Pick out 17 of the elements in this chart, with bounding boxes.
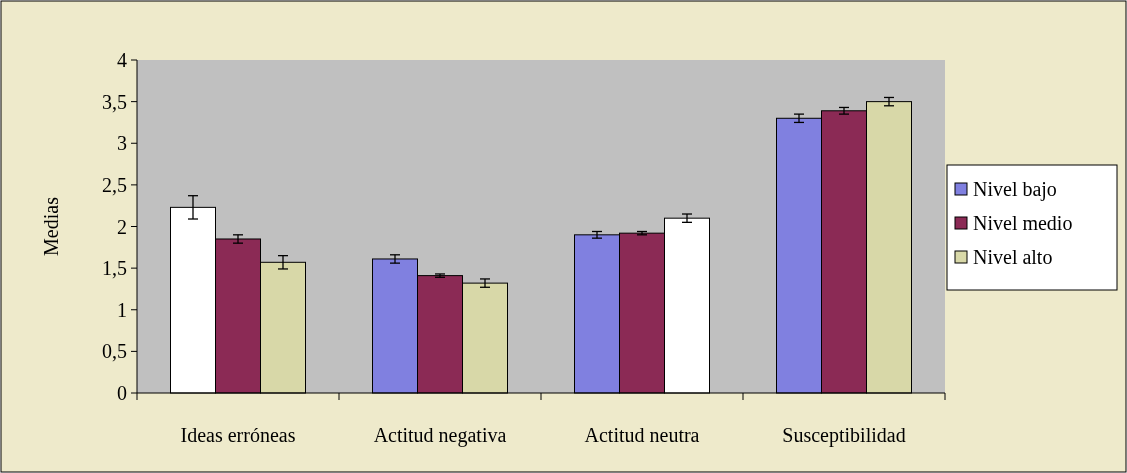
y-tick-label: 3,5	[102, 90, 127, 113]
y-tick-label: 3	[117, 132, 127, 155]
y-tick-label: 0,5	[102, 340, 127, 363]
y-tick-label: 1	[117, 298, 127, 321]
legend-label: Nivel medio	[973, 212, 1073, 234]
legend-label: Nivel alto	[973, 246, 1053, 268]
legend-label: Nivel bajo	[973, 178, 1057, 201]
y-tick-label: 2,5	[102, 173, 127, 196]
y-tick-label: 0	[117, 382, 127, 404]
y-axis-title: Medias	[40, 196, 62, 256]
y-tick-label: 2	[117, 215, 127, 238]
x-tick-label: Actitud neutra	[584, 424, 700, 446]
y-tick-label: 1,5	[102, 257, 127, 280]
x-tick-label: Actitud negativa	[373, 424, 507, 447]
x-tick-label: Ideas erróneas	[180, 424, 296, 446]
y-tick-label: 4	[117, 49, 127, 71]
x-tick-label: Susceptibilidad	[782, 424, 906, 447]
